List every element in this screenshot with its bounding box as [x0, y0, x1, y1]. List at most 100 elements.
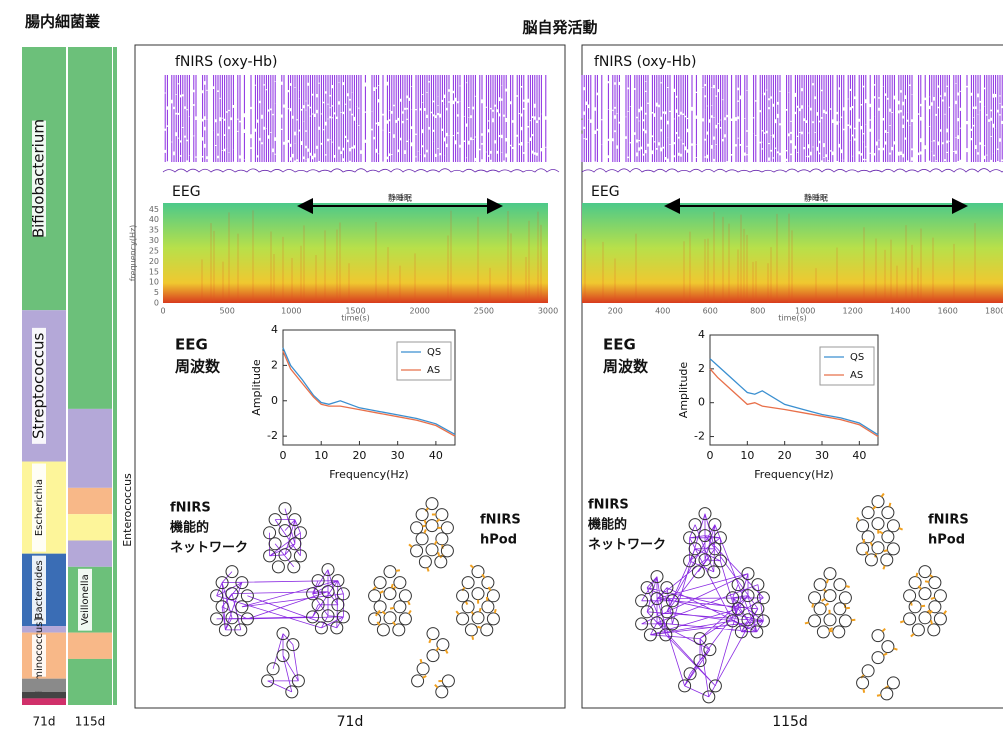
- hpod-vector: [392, 584, 393, 588]
- channel: [882, 531, 894, 543]
- hpod-vector: [480, 608, 481, 612]
- channel: [457, 613, 469, 625]
- channel: [817, 626, 829, 638]
- eeg-freq-label: 周波数: [603, 358, 649, 376]
- channel: [839, 592, 851, 604]
- x-axis-label: Frequency(Hz): [329, 468, 408, 481]
- channel: [417, 663, 429, 675]
- spec-x-tick: 1000: [281, 307, 301, 316]
- channel: [442, 675, 454, 687]
- channel: [912, 624, 924, 636]
- spec-y-tick: 0: [154, 299, 159, 308]
- channel: [872, 630, 884, 642]
- legend-label: QS: [850, 352, 864, 363]
- bar-segment: [68, 659, 112, 705]
- channel: [919, 566, 931, 578]
- hpod-vector: [380, 591, 384, 593]
- channel: [394, 577, 406, 589]
- channel: [872, 496, 884, 508]
- legend-label: QS: [427, 347, 441, 358]
- channel: [412, 675, 424, 687]
- legend-label: AS: [427, 365, 440, 376]
- hpod-vector: [482, 574, 484, 577]
- channel: [482, 601, 494, 613]
- network-label: fNIRS: [170, 501, 211, 516]
- channel: [394, 601, 406, 613]
- channel: [384, 566, 396, 578]
- hpod-label: fNIRS: [480, 513, 521, 528]
- channel: [441, 522, 453, 534]
- y-tick-label: 2: [698, 362, 705, 375]
- channel: [834, 579, 846, 591]
- segment-label: Escherichia: [34, 479, 45, 536]
- eeg-title: EEG: [172, 184, 201, 200]
- spec-x-tick: 3000: [538, 307, 558, 316]
- hpod-vector: [883, 566, 884, 570]
- segment-label: Bifidobacterium: [30, 119, 48, 238]
- channel: [881, 554, 893, 566]
- spec-x-tick: 0: [160, 307, 165, 316]
- channel: [862, 507, 874, 519]
- eeg-freq-label: EEG: [603, 336, 636, 354]
- bar-label: 71d: [33, 715, 56, 729]
- x-tick-label: 20: [778, 449, 792, 462]
- hpod-vector: [812, 604, 813, 608]
- spec-x-tick: 1800: [985, 307, 1003, 316]
- spec-x-tick: 500: [220, 307, 235, 316]
- y-tick-label: 0: [271, 394, 278, 407]
- hpod-vector: [879, 531, 882, 533]
- channel: [279, 503, 291, 515]
- hpod-vector: [825, 603, 828, 605]
- bar-segment: [22, 698, 66, 705]
- channel: [824, 590, 836, 602]
- channel: [436, 533, 448, 545]
- channel: [887, 677, 899, 689]
- channel: [919, 612, 931, 624]
- spec-x-tick: 200: [608, 307, 623, 316]
- y-tick-label: 4: [271, 323, 278, 336]
- channel: [934, 590, 946, 602]
- spec-y-tick: 25: [149, 246, 159, 255]
- hpod-vector: [931, 620, 932, 624]
- hpod-vector: [429, 639, 430, 643]
- network-label: ネットワーク: [170, 541, 248, 556]
- channel: [824, 614, 836, 626]
- sleep-label: 静睡眠: [388, 193, 412, 203]
- spec-x-tick: 1400: [890, 307, 910, 316]
- legend: [397, 342, 451, 380]
- channel: [872, 518, 884, 530]
- spec-x-tick: 2000: [409, 307, 429, 316]
- channel: [462, 577, 474, 589]
- spec-x-tick: 1200: [843, 307, 863, 316]
- channel: [416, 533, 428, 545]
- spec-y-tick: 20: [149, 257, 159, 266]
- x-tick-label: 10: [740, 449, 754, 462]
- hpod-vector: [863, 539, 864, 543]
- network-links: [217, 509, 344, 692]
- channel: [882, 507, 894, 519]
- channel: [384, 588, 396, 600]
- hpod-vector: [916, 573, 917, 577]
- y-axis-label: Amplitude: [677, 362, 690, 419]
- spec-x-label: time(s): [341, 314, 369, 323]
- channel: [872, 652, 884, 664]
- channel: [427, 650, 439, 662]
- channel: [872, 542, 884, 554]
- hpod-vector: [911, 634, 914, 637]
- channel: [887, 520, 899, 532]
- channel: [881, 688, 893, 700]
- brain-title: 脳自発活動: [522, 19, 597, 37]
- hpod-vector: [822, 599, 825, 601]
- x-tick-label: 40: [852, 449, 866, 462]
- channel: [436, 509, 448, 521]
- fnirs-trace: [165, 75, 546, 162]
- hpod-vector: [477, 627, 481, 628]
- legend: [820, 347, 874, 385]
- hpod-vector: [435, 541, 437, 545]
- hpod-vector: [390, 608, 394, 609]
- x-tick-label: 10: [314, 449, 328, 462]
- sleep-label: 静睡眠: [804, 193, 828, 203]
- hpod-vector: [438, 552, 439, 556]
- hpod-vector: [446, 650, 448, 654]
- bar-segment: [22, 679, 66, 692]
